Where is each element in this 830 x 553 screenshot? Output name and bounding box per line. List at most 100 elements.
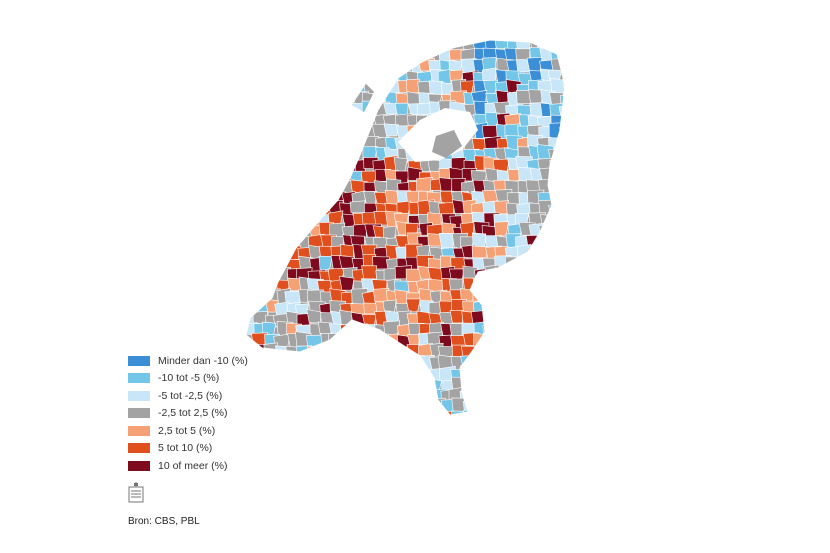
municipality-cell <box>284 366 302 383</box>
municipality-cell <box>319 71 337 85</box>
municipality-cell <box>394 40 412 50</box>
municipality-cell <box>264 365 280 381</box>
municipality-cell <box>396 47 412 64</box>
municipality-cell <box>540 311 557 326</box>
municipality-cell <box>254 144 272 161</box>
municipality-cell <box>286 67 304 81</box>
municipality-cell <box>373 82 389 98</box>
municipality-cell <box>539 246 554 260</box>
municipality-cell <box>246 278 259 294</box>
municipality-cell <box>539 321 556 336</box>
municipality-cell <box>319 48 337 63</box>
municipality-cell <box>276 213 291 227</box>
municipality-cell <box>340 136 356 152</box>
municipality-cell <box>517 365 535 379</box>
municipality-cell <box>309 199 325 216</box>
municipality-cell <box>560 355 565 372</box>
municipality-cell <box>253 136 271 153</box>
municipality-cell <box>328 40 346 55</box>
municipality-cell <box>559 346 565 362</box>
municipality-cell <box>339 309 353 327</box>
municipality-cell <box>295 46 312 62</box>
municipality-cell <box>551 167 565 183</box>
municipality-cell <box>253 123 268 139</box>
municipality-cell <box>483 280 502 294</box>
municipality-cell <box>360 58 376 74</box>
municipality-cell <box>274 204 292 217</box>
municipality-cell <box>562 224 565 240</box>
municipality-cell <box>527 390 544 404</box>
municipality-cell <box>251 413 268 415</box>
municipality-cell <box>383 367 400 382</box>
municipality-cell <box>374 40 389 55</box>
municipality-cell <box>307 100 323 118</box>
municipality-cell <box>306 81 321 94</box>
municipality-cell <box>296 387 312 403</box>
municipality-cell <box>246 221 260 235</box>
municipality-cells <box>246 40 565 415</box>
municipality-cell <box>471 410 488 415</box>
municipality-cell <box>506 268 521 282</box>
municipality-cell <box>549 255 564 270</box>
municipality-cell <box>262 111 280 129</box>
municipality-cell <box>449 310 464 324</box>
municipality-cell <box>340 145 357 159</box>
municipality-cell <box>262 398 278 411</box>
municipality-cell <box>275 126 293 140</box>
municipality-cell <box>561 57 565 73</box>
municipality-cell <box>297 354 312 369</box>
municipality-cell <box>330 378 345 394</box>
municipality-cell <box>405 78 420 94</box>
municipality-cell <box>246 189 256 206</box>
municipality-cell <box>526 56 543 73</box>
legend-label: -2,5 tot 2,5 (%) <box>158 407 228 420</box>
municipality-cell <box>317 102 335 117</box>
municipality-cell <box>481 67 497 81</box>
municipality-cell <box>251 155 267 171</box>
municipality-cell <box>298 57 313 74</box>
municipality-cell <box>340 365 358 383</box>
municipality-cell <box>273 116 290 130</box>
municipality-cell <box>306 309 322 324</box>
municipality-cell <box>540 335 557 352</box>
municipality-cell <box>253 102 269 117</box>
municipality-cell <box>384 411 399 415</box>
municipality-cell <box>562 112 565 127</box>
municipality-cell <box>360 389 379 406</box>
municipality-cell <box>548 409 564 415</box>
municipality-cell <box>550 180 565 196</box>
municipality-cell <box>274 77 289 92</box>
municipality-cell <box>351 125 369 139</box>
municipality-cell <box>516 303 532 318</box>
municipality-cell <box>295 103 312 118</box>
municipality-cell <box>527 266 542 283</box>
municipality-cell <box>341 333 357 349</box>
municipality-cell <box>316 134 332 151</box>
municipality-cell <box>273 147 288 162</box>
municipality-cell <box>507 291 523 306</box>
municipality-cell <box>296 167 311 184</box>
municipality-cell <box>405 410 424 415</box>
municipality-cell <box>550 364 565 382</box>
municipality-cell <box>273 356 290 371</box>
municipality-cell <box>353 346 370 362</box>
municipality-cell <box>352 378 367 393</box>
municipality-cell <box>296 93 312 110</box>
municipality-cell <box>276 102 293 118</box>
municipality-cell <box>561 256 565 270</box>
municipality-cell <box>516 355 534 371</box>
municipality-cell <box>386 40 401 53</box>
municipality-cell <box>394 408 409 415</box>
municipality-cell <box>275 387 293 403</box>
municipality-cell <box>331 133 347 147</box>
municipality-cell <box>560 408 565 415</box>
municipality-cell <box>329 167 344 182</box>
municipality-cell <box>254 364 269 380</box>
municipality-cell <box>526 302 541 316</box>
municipality-cell <box>308 92 325 109</box>
municipality-cell <box>328 343 346 357</box>
municipality-cell <box>263 200 278 216</box>
municipality-cell <box>273 137 289 152</box>
legend-label: -10 tot -5 (%) <box>158 372 220 385</box>
municipality-cell <box>246 56 258 71</box>
